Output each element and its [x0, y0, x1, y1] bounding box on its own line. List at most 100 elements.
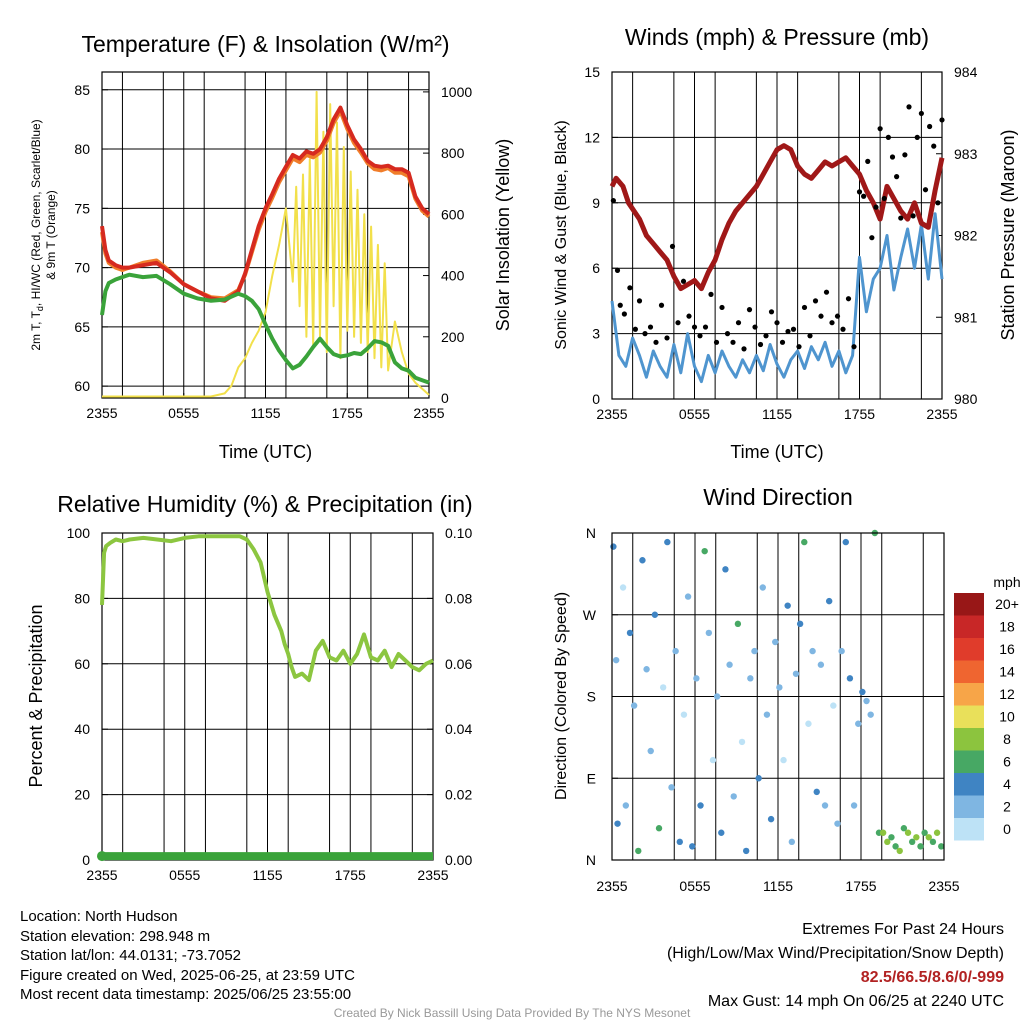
dir-point [742, 847, 750, 855]
dir-point [859, 688, 866, 696]
wind-gust-point [877, 126, 883, 132]
temp-xtick-label: 2355 [86, 405, 117, 421]
temp-series-dewpoint [100, 272, 430, 385]
temp-y2tick-label: 600 [441, 206, 465, 222]
temp-series-2m-t [100, 105, 431, 303]
legend-label: 2 [1003, 799, 1011, 815]
dir-point [722, 566, 729, 573]
wind-gust-point [774, 320, 780, 326]
temp-xtick-label: 0555 [168, 405, 199, 421]
legend-label: 12 [999, 686, 1015, 702]
temp-ytick-label: 60 [74, 378, 90, 394]
rh-y2tick-label: 0.04 [445, 721, 472, 737]
dir-point [913, 834, 920, 841]
wind-gust-point [779, 339, 786, 345]
dir-point [668, 784, 675, 791]
dir-point [701, 547, 708, 555]
legend-label: 0 [1003, 821, 1011, 837]
dir-ylabel: Direction (Colored By Speed) [553, 592, 570, 800]
legend-label: 20+ [995, 596, 1019, 612]
wind-gust-point [658, 302, 665, 308]
wind-gust-point [757, 341, 764, 348]
rh-y2tick-label: 0.02 [445, 787, 472, 803]
dir-point [622, 802, 630, 809]
temp-y2tick-label: 800 [441, 145, 465, 161]
legend-label: 10 [999, 709, 1015, 725]
wind-series-station-pressure [609, 143, 945, 292]
wind-gust-point [906, 104, 912, 110]
rh-precip-start-marker [97, 851, 107, 862]
wind-gust-point [869, 235, 875, 241]
dir-point [647, 747, 654, 755]
wind-y2tick-label: 983 [954, 146, 978, 162]
rh-xtick-label: 2355 [86, 867, 117, 883]
dir-point [664, 538, 671, 546]
temp-ytick-label: 80 [74, 141, 90, 157]
wind-gust-point [807, 333, 813, 339]
wind-gust-point [851, 344, 857, 350]
dir-point [825, 597, 833, 605]
dir-point [863, 697, 870, 705]
dir-ytick-label: S [587, 689, 596, 705]
rh-ytick-label: 0 [82, 852, 90, 868]
wind-ylabel: Sonic Wind & Gust (Blue, Black) [553, 120, 570, 349]
dir-point [900, 825, 908, 832]
temp-series-solar-insolation [102, 90, 430, 398]
dir-point [879, 829, 887, 836]
wind-ytick-label: 0 [592, 391, 600, 407]
wind-gust-point [829, 320, 835, 326]
temp-ytick-label: 85 [74, 82, 90, 98]
station-location: Location: North Hudson [20, 908, 178, 925]
dir-point [921, 829, 928, 836]
dir-point [850, 802, 858, 809]
dir-point [805, 720, 812, 727]
dir-point [884, 838, 891, 846]
dir-xtick-label: 1755 [845, 878, 876, 894]
dir-point [730, 793, 737, 800]
wind-gust-point [894, 174, 900, 180]
rh-xtick-label: 0555 [169, 867, 200, 883]
dir-point [726, 661, 733, 668]
wind-gust-point [735, 320, 742, 326]
dir-point [718, 829, 725, 836]
wind-gust-point [741, 346, 747, 352]
dir-point [747, 675, 754, 682]
wind-xtick-label: 1155 [762, 406, 792, 422]
dir-ytick-label: W [583, 607, 597, 623]
dir-point [908, 838, 916, 846]
wind-gust-point [669, 243, 676, 249]
dir-point [801, 538, 808, 546]
dir-point [780, 756, 787, 764]
rh-xtick-label: 1155 [252, 867, 282, 883]
extremes-subheading: (High/Low/Max Wind/Precipitation/Snow De… [666, 945, 1004, 962]
dir-ytick-label: E [587, 770, 596, 786]
dir-point [838, 647, 845, 655]
rh-ylabel: Percent & Precipitation [26, 604, 46, 787]
station-info: Location: North Hudson Station elevation… [20, 907, 355, 1005]
dir-point [734, 620, 742, 628]
rh-ytick-label: 60 [74, 656, 90, 672]
meteogram-figure: 2355 0555 1155 1755 235560657075808502004006… [26, 24, 1021, 894]
wind-gust-point [713, 339, 720, 345]
wind-gust-point [675, 320, 681, 326]
rh-ytick-label: 20 [74, 787, 90, 803]
dir-point [693, 675, 700, 682]
wind-y2label: Station Pressure (Maroon) [998, 129, 1018, 340]
dir-point [626, 629, 634, 637]
wind-ytick-label: 12 [584, 129, 600, 145]
temp-xtick-label: 2355 [413, 405, 444, 421]
dir-xtick-label: 1155 [763, 878, 793, 894]
extremes-values: 82.5/66.5/8.6/0/-999 [860, 969, 1004, 986]
wind-gust-point [708, 291, 714, 297]
dir-point [689, 843, 696, 850]
wind-gust-point [910, 213, 916, 219]
temp-ytick-label: 75 [74, 200, 90, 216]
rh-ytick-label: 100 [67, 525, 91, 541]
wind-gust-point [691, 324, 698, 330]
dir-point [659, 684, 667, 691]
dir-point [630, 702, 638, 709]
legend-label: 16 [999, 641, 1015, 657]
wind-gust-point [621, 311, 627, 317]
dir-xtick-label: 2355 [928, 878, 959, 894]
legend-swatch [954, 818, 984, 841]
